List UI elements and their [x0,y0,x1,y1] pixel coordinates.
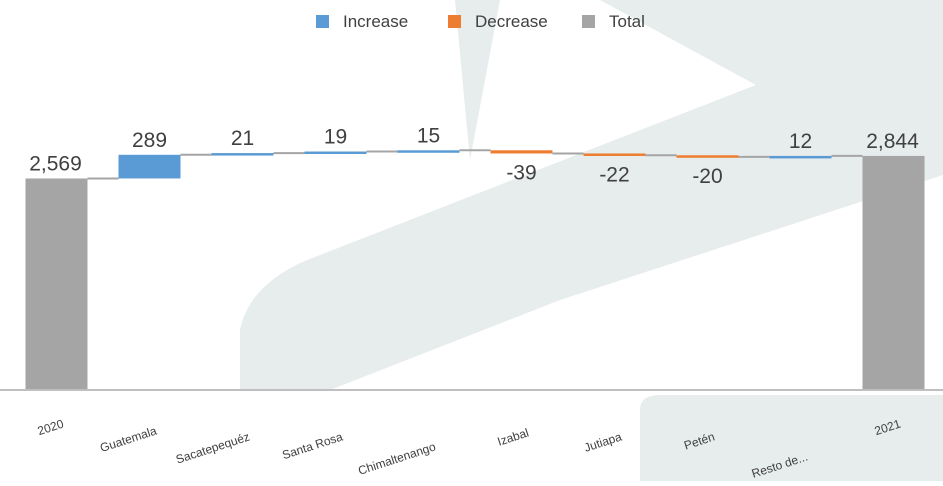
data-label: 12 [789,130,812,153]
x-tick-label: Chimaltenango [356,439,437,477]
data-label: 2,844 [866,130,919,153]
x-tick-label: Izabal [496,426,531,449]
data-label: 15 [417,124,440,147]
legend-swatch-decrease [448,15,461,28]
x-tick-label: Guatemala [98,423,158,455]
bar-jutiapa [583,153,646,156]
data-label: -22 [599,163,629,186]
bar-guatemala [118,154,181,179]
legend-swatch-total [582,15,595,28]
x-tick-label: Santa Rosa [280,429,344,462]
bars [25,150,925,389]
bar-pet-n [676,155,739,158]
legend-label-total: Total [609,12,645,31]
watermark-corner [600,0,943,185]
x-tick-label: Sacatepequéz [174,430,251,467]
legend: Increase Decrease Total [316,12,645,31]
bar-chimaltenango [397,150,460,153]
watermark-stroke-top [455,0,500,160]
x-tick-label: Jutiapa [582,429,623,454]
watermark-logo [240,0,943,481]
legend-swatch-increase [316,15,329,28]
data-label: 2,569 [29,152,82,175]
data-label: -20 [692,165,722,188]
legend-label-decrease: Decrease [475,12,548,31]
data-labels: 2,569 289 21 19 15 -39 -22 -20 12 2,844 [29,124,919,188]
bar-santa-rosa [304,151,367,155]
bar-2021 [862,155,925,389]
data-label: 19 [324,126,347,149]
bar-resto-de- [769,155,832,159]
watermark-stroke [240,60,943,390]
data-label: -39 [506,161,536,184]
data-label: 21 [231,127,254,150]
bar-2020 [25,178,88,389]
watermark-bottom-box [640,395,943,481]
data-label: 289 [132,129,167,152]
legend-label-increase: Increase [343,12,408,31]
bar-izabal [490,150,553,154]
x-tick-label: 2020 [36,416,66,438]
bar-sacatepequ-z [211,153,274,156]
connector-lines [87,149,863,180]
